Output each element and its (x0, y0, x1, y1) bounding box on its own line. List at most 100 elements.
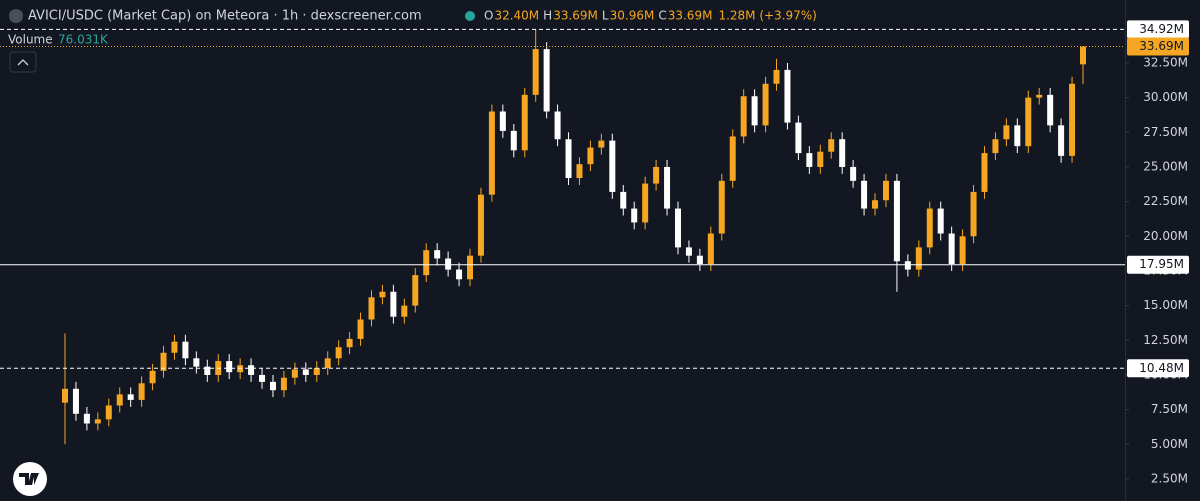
candle-body (959, 236, 966, 265)
volume-label: Volume (8, 33, 53, 47)
candle-body (784, 69, 791, 123)
candle-body (773, 69, 780, 84)
token-icon (9, 9, 23, 23)
candle-body (915, 247, 922, 270)
candle-body (970, 191, 977, 237)
legend-key: O (484, 9, 493, 23)
candle-body (696, 255, 703, 265)
candle-body (226, 361, 233, 373)
candle-body (1025, 97, 1032, 147)
candle-body (160, 352, 167, 371)
candle-body (543, 49, 550, 112)
candle-body (401, 305, 408, 317)
candle-body (259, 374, 266, 382)
candle-body (346, 338, 353, 348)
price-axis: 2.50M5.00M7.50M10.00M12.50M15.00M17.50M2… (1125, 20, 1189, 485)
candle-body (839, 139, 846, 167)
candle-body (631, 208, 638, 223)
price-line-label: 34.92M (1139, 22, 1184, 36)
candle-body (204, 366, 211, 375)
candle-body (587, 147, 594, 165)
candle-body (685, 247, 692, 256)
candle-body (72, 388, 79, 414)
candle-body (83, 413, 90, 424)
price-line-label: 17.95M (1139, 257, 1184, 271)
candle-body (882, 180, 889, 201)
candle-body (445, 258, 452, 270)
candle-body (477, 194, 484, 256)
price-line-tag (1127, 359, 1189, 378)
candle-body (313, 368, 320, 375)
candle-body (434, 250, 441, 259)
legend-key: C (658, 9, 666, 23)
candle-body (532, 49, 539, 95)
candle-body (149, 370, 156, 384)
candle-body (94, 419, 101, 424)
candle-body (467, 255, 474, 280)
candle-body (565, 139, 572, 179)
candle-body (751, 96, 758, 126)
candle-body (707, 233, 714, 265)
candle-body (576, 164, 583, 179)
legend-value: 32.40M (494, 9, 539, 23)
legend-key: L (602, 9, 609, 23)
candle-body (642, 183, 649, 223)
y-tick-label: 20.00M (1143, 229, 1188, 243)
candle-body (499, 111, 506, 131)
candle-body (62, 388, 68, 403)
candle-body (926, 208, 933, 248)
candle-body (291, 369, 298, 378)
candle-body (828, 139, 835, 152)
candle-body (510, 130, 517, 151)
candle-body (357, 319, 364, 339)
candle-body (412, 275, 419, 306)
y-tick-label: 27.50M (1143, 125, 1188, 139)
candle-body (269, 381, 276, 391)
plot-area (0, 28, 1125, 445)
legend-value: 33.69M (553, 9, 598, 23)
candle-body (488, 111, 495, 195)
candle-body (729, 136, 736, 181)
y-tick-label: 25.00M (1143, 159, 1188, 173)
tv-logo (13, 462, 47, 496)
candle-body (795, 122, 802, 154)
y-tick-label: 7.50M (1151, 402, 1188, 416)
candle-body (664, 166, 671, 209)
legend-key: H (543, 9, 552, 23)
candle-body (116, 394, 123, 406)
candle-body (1003, 125, 1010, 140)
volume-value: 76.031K (58, 33, 109, 47)
price-line-tag (1127, 255, 1189, 274)
candle-body (806, 153, 813, 167)
candle-body (302, 369, 309, 375)
y-tick-label: 22.50M (1143, 194, 1188, 208)
ohlc-legend: O 32.40M H 33.69M L 30.96M C 33.69M 1.28M (+3.97… (484, 9, 817, 23)
candle-body (324, 358, 331, 369)
candle-body (105, 405, 112, 420)
candle-body (981, 153, 988, 192)
candle-body (335, 347, 342, 359)
price-line-tag (1127, 20, 1189, 39)
status-dot (465, 11, 475, 21)
candle-body (1058, 125, 1065, 156)
candle-body (740, 96, 747, 137)
candle-body (521, 94, 528, 151)
collapse-button[interactable] (9, 51, 37, 73)
candle-body (390, 291, 397, 317)
logo-mark (19, 473, 39, 485)
candle-body (368, 297, 375, 320)
candle-body (1014, 125, 1021, 147)
candle-body (609, 140, 616, 192)
candle-body (937, 208, 944, 234)
candle-body (193, 358, 200, 367)
legend-value: 33.69M (668, 9, 713, 23)
candle-body (850, 166, 857, 181)
candle-body (762, 83, 769, 126)
candle-body (423, 250, 430, 276)
candle-body (1047, 94, 1054, 126)
candle-body (861, 180, 868, 209)
y-tick-label: 15.00M (1143, 298, 1188, 312)
chart-title: AVICI/USDC (Market Cap) on Meteora · 1h … (28, 9, 422, 24)
y-tick-label: 2.50M (1151, 471, 1188, 485)
